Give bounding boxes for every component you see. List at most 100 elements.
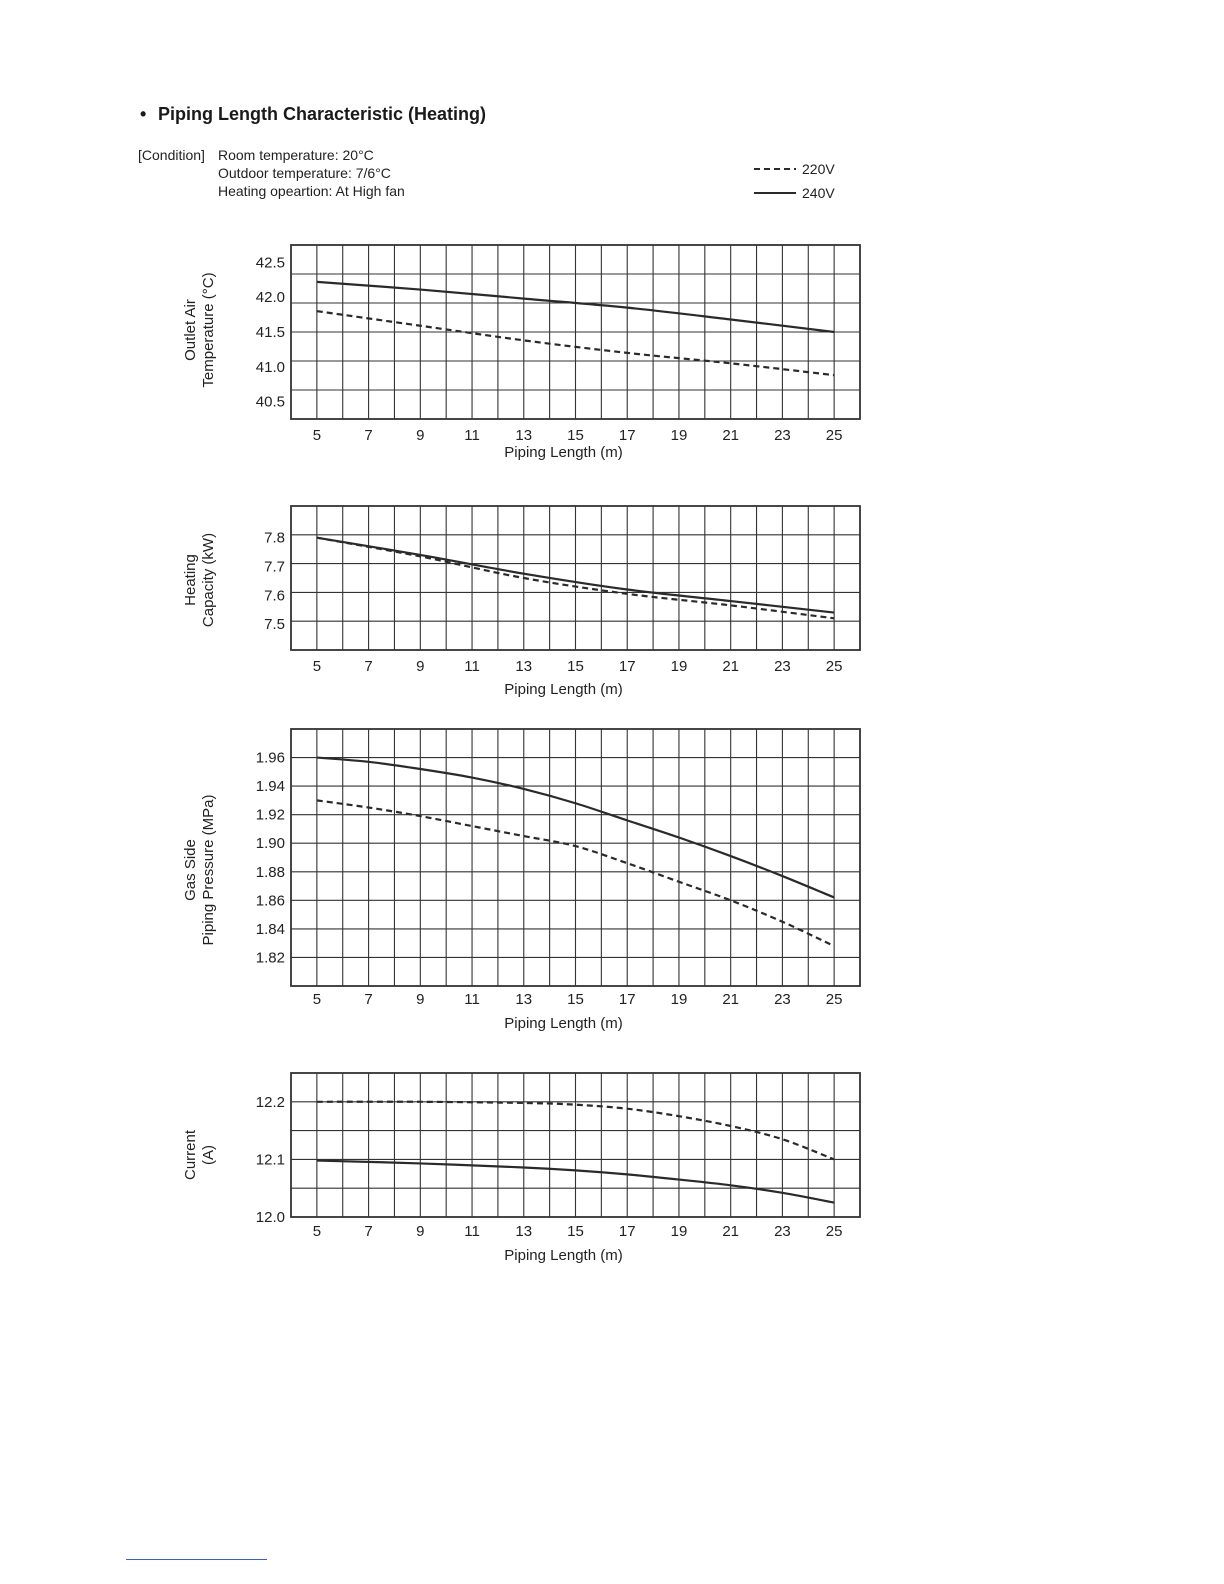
- x-tick-label: 13: [515, 991, 532, 1008]
- y-axis-title: Capacity (kW): [200, 533, 217, 627]
- x-tick-label: 25: [826, 1223, 843, 1240]
- condition-room-temperature: Room temperature: 20°C: [218, 147, 374, 163]
- y-tick-label: 1.84: [256, 921, 285, 938]
- x-axis-title: Piping Length (m): [504, 1015, 622, 1032]
- x-tick-label: 11: [464, 658, 480, 675]
- x-axis-title: Piping Length (m): [504, 444, 622, 461]
- x-tick-label: 17: [619, 427, 636, 444]
- x-tick-label: 21: [722, 658, 739, 675]
- x-tick-label: 19: [671, 427, 688, 444]
- x-tick-label: 17: [619, 991, 636, 1008]
- x-tick-label: 17: [619, 1223, 636, 1240]
- x-tick-label: 11: [464, 991, 480, 1008]
- x-tick-label: 21: [722, 427, 739, 444]
- x-tick-label: 23: [774, 991, 791, 1008]
- y-tick-label: 1.88: [256, 864, 285, 881]
- footer-rule: [126, 1559, 267, 1560]
- y-tick-label: 12.0: [256, 1209, 285, 1226]
- series-line-240v: [316, 1159, 835, 1204]
- x-tick-label: 23: [774, 427, 791, 444]
- series-line-240v: [316, 280, 835, 334]
- x-tick-label: 19: [671, 1223, 688, 1240]
- y-tick-label: 7.7: [264, 558, 285, 575]
- x-tick-label: 15: [567, 658, 584, 675]
- page-title-text: Piping Length Characteristic (Heating): [158, 104, 487, 124]
- y-tick-label: 1.86: [256, 892, 285, 909]
- y-tick-label: 7.5: [264, 616, 285, 633]
- x-tick-label: 25: [826, 991, 843, 1008]
- x-tick-label: 9: [416, 991, 424, 1008]
- x-tick-label: 11: [464, 1223, 480, 1240]
- outlet-air-temperature-chart: 5 7 9 11 13 15 17 19 21 23 25 Piping Length (m) 42.5…: [182, 244, 861, 461]
- x-tick-label: 15: [567, 427, 584, 444]
- x-tick-label: 23: [774, 1223, 791, 1240]
- plot-frame: [290, 728, 861, 987]
- y-tick-label: 42.0: [256, 289, 285, 306]
- y-axis-title: Heating: [182, 554, 199, 606]
- x-tick-label: 7: [364, 427, 372, 444]
- y-tick-label: 7.6: [264, 587, 285, 604]
- x-tick-label: 13: [515, 658, 532, 675]
- y-tick-label: 12.2: [256, 1094, 285, 1111]
- condition-heating-operation: Heating opeartion: At High fan: [218, 183, 405, 199]
- y-tick-label: 41.5: [256, 324, 285, 341]
- legend-label-240v: 240V: [802, 185, 835, 201]
- plot-frame: [290, 244, 861, 420]
- y-axis-title: Gas Side: [182, 839, 199, 901]
- legend: 220V 240V: [754, 157, 835, 205]
- y-tick-label: 1.82: [256, 949, 285, 966]
- plot-frame: [290, 1072, 861, 1218]
- condition-label: [Condition]: [138, 147, 205, 163]
- x-axis-title: Piping Length (m): [504, 681, 622, 698]
- legend-label-220v: 220V: [802, 161, 835, 177]
- y-axis-title: Current: [182, 1129, 199, 1180]
- y-axis-title: Temperature (°C): [200, 272, 217, 387]
- x-tick-label: 15: [567, 991, 584, 1008]
- x-tick-label: 9: [416, 427, 424, 444]
- series-line-240v: [316, 756, 835, 899]
- page-title: • Piping Length Characteristic (Heating): [140, 104, 486, 125]
- plot-frame: [290, 505, 861, 651]
- y-axis-title: (A): [200, 1145, 217, 1165]
- x-tick-label: 5: [313, 1223, 321, 1240]
- y-tick-label: 1.92: [256, 807, 285, 824]
- series-line-220v: [316, 799, 835, 948]
- x-tick-label: 19: [671, 658, 688, 675]
- x-tick-label: 21: [722, 991, 739, 1008]
- x-tick-label: 5: [313, 427, 321, 444]
- series-line-220v: [316, 536, 835, 620]
- bullet-icon: •: [140, 104, 147, 124]
- x-tick-label: 15: [567, 1223, 584, 1240]
- y-tick-label: 1.96: [256, 750, 285, 767]
- legend-item-220v: 220V: [754, 157, 835, 181]
- series-line-220v: [316, 310, 835, 377]
- x-tick-label: 13: [515, 1223, 532, 1240]
- gas-pressure-chart: 5 7 9 11 13 15 17 19 21 23 25 Piping Length (m) 1.96…: [182, 728, 861, 1032]
- y-tick-label: 1.90: [256, 835, 285, 852]
- x-tick-label: 5: [313, 658, 321, 675]
- y-tick-label: 40.5: [256, 394, 285, 411]
- x-tick-label: 11: [464, 427, 480, 444]
- y-tick-label: 41.0: [256, 359, 285, 376]
- y-tick-label: 1.94: [256, 778, 285, 795]
- y-tick-label: 7.8: [264, 530, 285, 547]
- y-tick-label: 42.5: [256, 254, 285, 271]
- x-tick-label: 21: [722, 1223, 739, 1240]
- x-tick-label: 7: [364, 658, 372, 675]
- x-tick-label: 5: [313, 991, 321, 1008]
- dashed-line-icon: [754, 168, 796, 170]
- heating-capacity-chart: 5 7 9 11 13 15 17 19 21 23 25 Piping Length (m) 7.8 7…: [182, 505, 861, 698]
- x-tick-label: 17: [619, 658, 636, 675]
- x-tick-label: 13: [515, 427, 532, 444]
- y-axis-title: Piping Pressure (MPa): [200, 795, 217, 946]
- x-axis-title: Piping Length (m): [504, 1247, 622, 1264]
- x-tick-label: 9: [416, 658, 424, 675]
- condition-outdoor-temperature: Outdoor temperature: 7/6°C: [218, 165, 391, 181]
- x-tick-label: 19: [671, 991, 688, 1008]
- x-tick-label: 9: [416, 1223, 424, 1240]
- x-tick-label: 7: [364, 1223, 372, 1240]
- current-chart: 5 7 9 11 13 15 17 19 21 23 25 Piping Length (m) 12.2…: [182, 1072, 861, 1264]
- solid-line-icon: [754, 192, 796, 194]
- legend-item-240v: 240V: [754, 181, 835, 205]
